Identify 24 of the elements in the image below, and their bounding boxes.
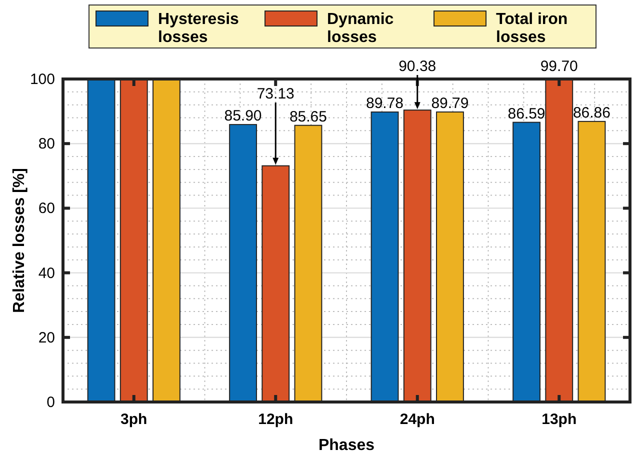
y-axis-title: Relative losses [%]	[11, 168, 28, 313]
data-label: 85.90	[224, 108, 262, 125]
x-tick-label: 3ph	[120, 411, 148, 428]
data-label: 89.78	[366, 95, 404, 112]
data-label: 86.59	[508, 105, 546, 122]
y-tick-label: 100	[30, 71, 55, 88]
x-tick-label: 12ph	[258, 411, 294, 428]
data-label: 73.13	[256, 86, 294, 103]
x-axis-title: Phases	[318, 437, 375, 454]
y-tick-label: 80	[38, 136, 55, 153]
data-label: 99.70	[540, 58, 578, 75]
y-tick-label: 0	[46, 394, 55, 411]
legend-label: Dynamic losses	[327, 11, 394, 46]
data-label: 85.65	[289, 108, 327, 126]
y-tick-label: 40	[38, 264, 55, 282]
x-tick-label: 24ph	[400, 411, 435, 428]
y-tick-label: 60	[38, 200, 55, 218]
y-tick-label: 20	[38, 329, 55, 346]
data-label: 89.79	[431, 94, 469, 112]
data-label: 86.86	[572, 104, 610, 122]
data-label: 90.38	[398, 58, 436, 75]
x-tick-label: 13ph	[542, 411, 577, 428]
legend-label: Hysteresis losses	[158, 11, 240, 46]
legend-label: Total iron losses	[496, 11, 568, 46]
